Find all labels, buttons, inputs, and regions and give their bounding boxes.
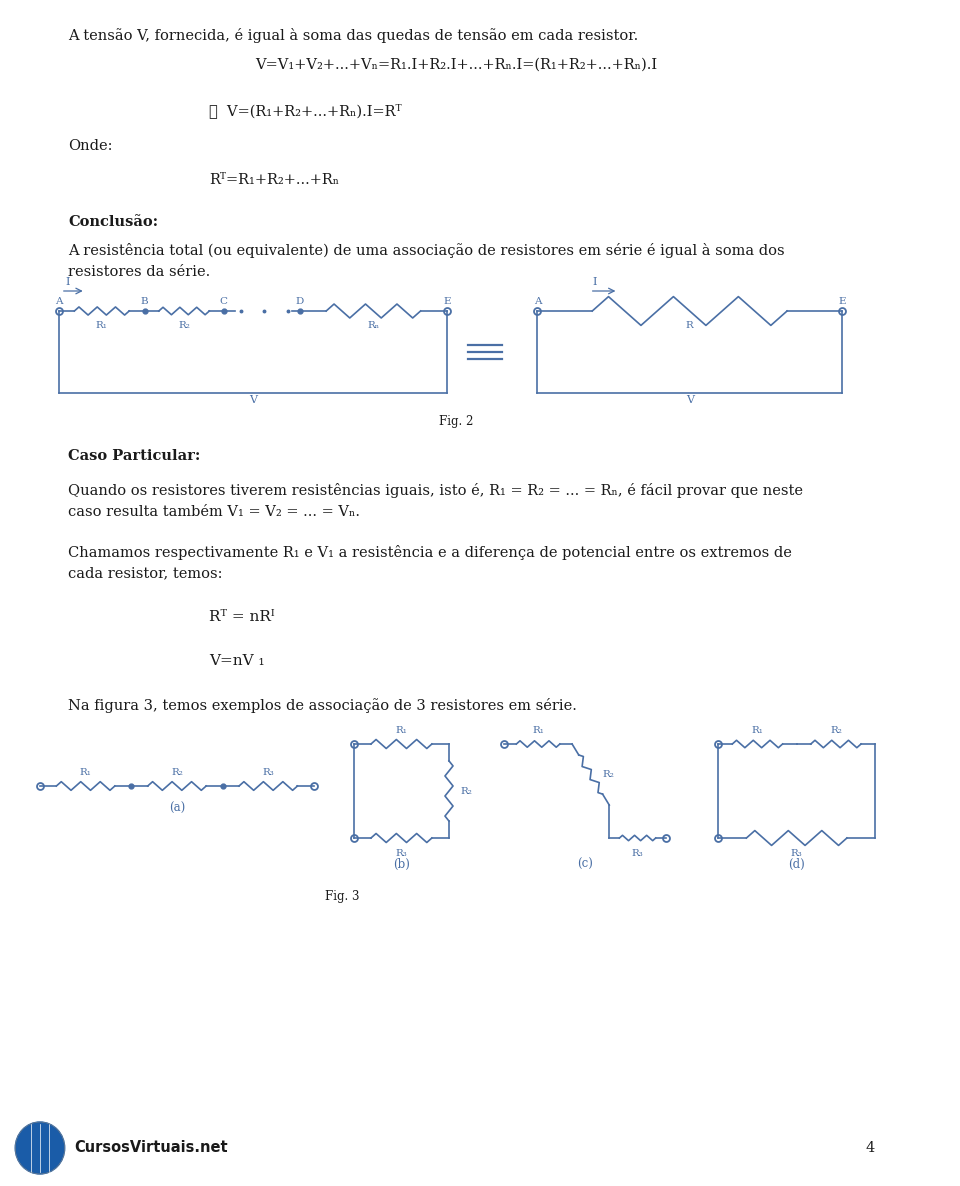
Text: B: B bbox=[141, 296, 149, 306]
Text: R₁: R₁ bbox=[80, 769, 91, 777]
Text: V=V₁+V₂+...+Vₙ=R₁.I+R₂.I+...+Rₙ.I=(R₁+R₂+...+Rₙ).I: V=V₁+V₂+...+Vₙ=R₁.I+R₂.I+...+Rₙ.I=(R₁+R₂… bbox=[255, 58, 658, 72]
Text: Onde:: Onde: bbox=[68, 139, 113, 153]
Text: Quando os resistores tiverem resistências iguais, isto é, R₁ = R₂ = ... = Rₙ, é : Quando os resistores tiverem resistência… bbox=[68, 483, 804, 518]
Text: (c): (c) bbox=[577, 857, 593, 871]
Text: R₂: R₂ bbox=[461, 786, 472, 796]
Text: R₃: R₃ bbox=[262, 769, 275, 777]
Text: (d): (d) bbox=[788, 857, 805, 871]
Text: Fig. 2: Fig. 2 bbox=[440, 415, 474, 428]
Text: E: E bbox=[838, 296, 846, 306]
Text: A resistência total (ou equivalente) de uma associação de resistores em série é : A resistência total (ou equivalente) de … bbox=[68, 243, 785, 279]
Text: A: A bbox=[534, 296, 541, 306]
Text: V=nV ₁: V=nV ₁ bbox=[209, 653, 265, 668]
Text: Rᵀ = nRᴵ: Rᵀ = nRᴵ bbox=[209, 610, 275, 624]
Text: ∴  V=(R₁+R₂+...+Rₙ).I=Rᵀ: ∴ V=(R₁+R₂+...+Rₙ).I=Rᵀ bbox=[209, 103, 402, 117]
Text: R₂: R₂ bbox=[171, 769, 182, 777]
Text: R₁: R₁ bbox=[752, 726, 763, 735]
Text: I: I bbox=[65, 278, 70, 287]
Text: V: V bbox=[685, 395, 694, 404]
Text: I: I bbox=[592, 278, 597, 287]
Text: Rₙ: Rₙ bbox=[368, 321, 379, 330]
Text: Na figura 3, temos exemplos de associação de 3 resistores em série.: Na figura 3, temos exemplos de associaçã… bbox=[68, 699, 577, 713]
Text: CursosVirtuais.net: CursosVirtuais.net bbox=[74, 1141, 228, 1155]
Text: D: D bbox=[296, 296, 303, 306]
Text: V: V bbox=[249, 395, 257, 404]
Text: E: E bbox=[444, 296, 451, 306]
Text: R₂: R₂ bbox=[602, 770, 614, 779]
Text: Fig. 3: Fig. 3 bbox=[325, 890, 360, 903]
Text: R₂: R₂ bbox=[179, 321, 190, 330]
Text: R₁: R₁ bbox=[96, 321, 108, 330]
Text: Conclusão:: Conclusão: bbox=[68, 215, 158, 229]
Text: R: R bbox=[685, 321, 693, 330]
Text: C: C bbox=[220, 296, 228, 306]
Text: A: A bbox=[56, 296, 62, 306]
Text: R₂: R₂ bbox=[830, 726, 842, 735]
Text: Chamamos respectivamente R₁ e V₁ a resistência e a diferença de potencial entre : Chamamos respectivamente R₁ e V₁ a resis… bbox=[68, 546, 792, 581]
Circle shape bbox=[15, 1122, 64, 1174]
Text: 4: 4 bbox=[866, 1141, 876, 1155]
Text: R₃: R₃ bbox=[632, 849, 643, 857]
Text: Rᵀ=R₁+R₂+...+Rₙ: Rᵀ=R₁+R₂+...+Rₙ bbox=[209, 173, 340, 187]
Text: Caso Particular:: Caso Particular: bbox=[68, 449, 201, 463]
Text: R₃: R₃ bbox=[396, 849, 407, 857]
Text: R₃: R₃ bbox=[791, 849, 803, 857]
Text: (b): (b) bbox=[393, 857, 410, 871]
Text: R₁: R₁ bbox=[396, 726, 407, 735]
Text: A tensão V, fornecida, é igual à soma das quedas de tensão em cada resistor.: A tensão V, fornecida, é igual à soma da… bbox=[68, 28, 638, 43]
Text: (a): (a) bbox=[169, 802, 185, 815]
Text: R₁: R₁ bbox=[532, 726, 544, 735]
